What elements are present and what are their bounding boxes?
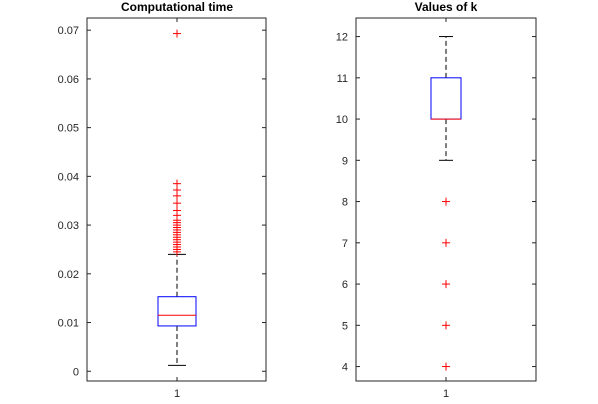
right-outlier <box>442 197 450 206</box>
right-y-tick-label: 10 <box>336 114 348 126</box>
right-y-tick-label: 8 <box>342 197 348 209</box>
right-x-tick-label: 1 <box>443 388 449 400</box>
right-y-tick-label: 6 <box>342 279 348 291</box>
left-y-tick-label: 0.07 <box>58 25 79 37</box>
right-outlier <box>442 280 450 289</box>
left-boxplot: Computational time 0 0.01 0.02 0.03 0.04 0.05… <box>58 0 267 400</box>
left-y-tick-label: 0 <box>73 366 79 378</box>
right-y-tick-label: 9 <box>342 155 348 167</box>
left-x-axis: 1 <box>174 388 180 400</box>
right-boxplot: Values of k 4 5 6 7 8 9 10 11 12 1 <box>336 0 537 400</box>
left-y-tick-label: 0.04 <box>58 171 79 183</box>
right-y-tick-label: 5 <box>342 320 348 332</box>
right-y-tick-label: 4 <box>342 362 348 374</box>
left-y-axis: 0 0.01 0.02 0.03 0.04 0.05 0.06 0.07 <box>58 18 266 381</box>
right-outlier <box>442 362 450 371</box>
left-y-tick-label: 0.03 <box>58 220 79 232</box>
left-y-tick-label: 0.05 <box>58 123 79 135</box>
left-x-tick-label: 1 <box>174 388 180 400</box>
left-outlier <box>173 179 181 188</box>
left-box <box>157 296 197 327</box>
left-y-tick-label: 0.01 <box>58 318 79 330</box>
right-y-tick-label: 7 <box>342 238 348 250</box>
left-box-marks <box>157 29 197 366</box>
right-chart-title: Values of k <box>415 0 478 14</box>
right-y-tick-label: 11 <box>337 73 348 85</box>
right-box-marks <box>430 36 462 371</box>
right-outlier <box>442 321 450 330</box>
left-y-tick-label: 0.02 <box>58 269 79 281</box>
left-outlier <box>173 206 181 215</box>
left-chart-title: Computational time <box>121 0 233 14</box>
right-y-axis: 4 5 6 7 8 9 10 11 12 <box>336 18 536 381</box>
left-outlier <box>173 29 181 38</box>
right-x-axis: 1 <box>443 388 449 400</box>
left-outlier <box>173 199 181 208</box>
right-y-tick-label: 12 <box>336 32 348 44</box>
left-y-tick-label: 0.06 <box>58 74 79 86</box>
right-outlier <box>442 238 450 247</box>
